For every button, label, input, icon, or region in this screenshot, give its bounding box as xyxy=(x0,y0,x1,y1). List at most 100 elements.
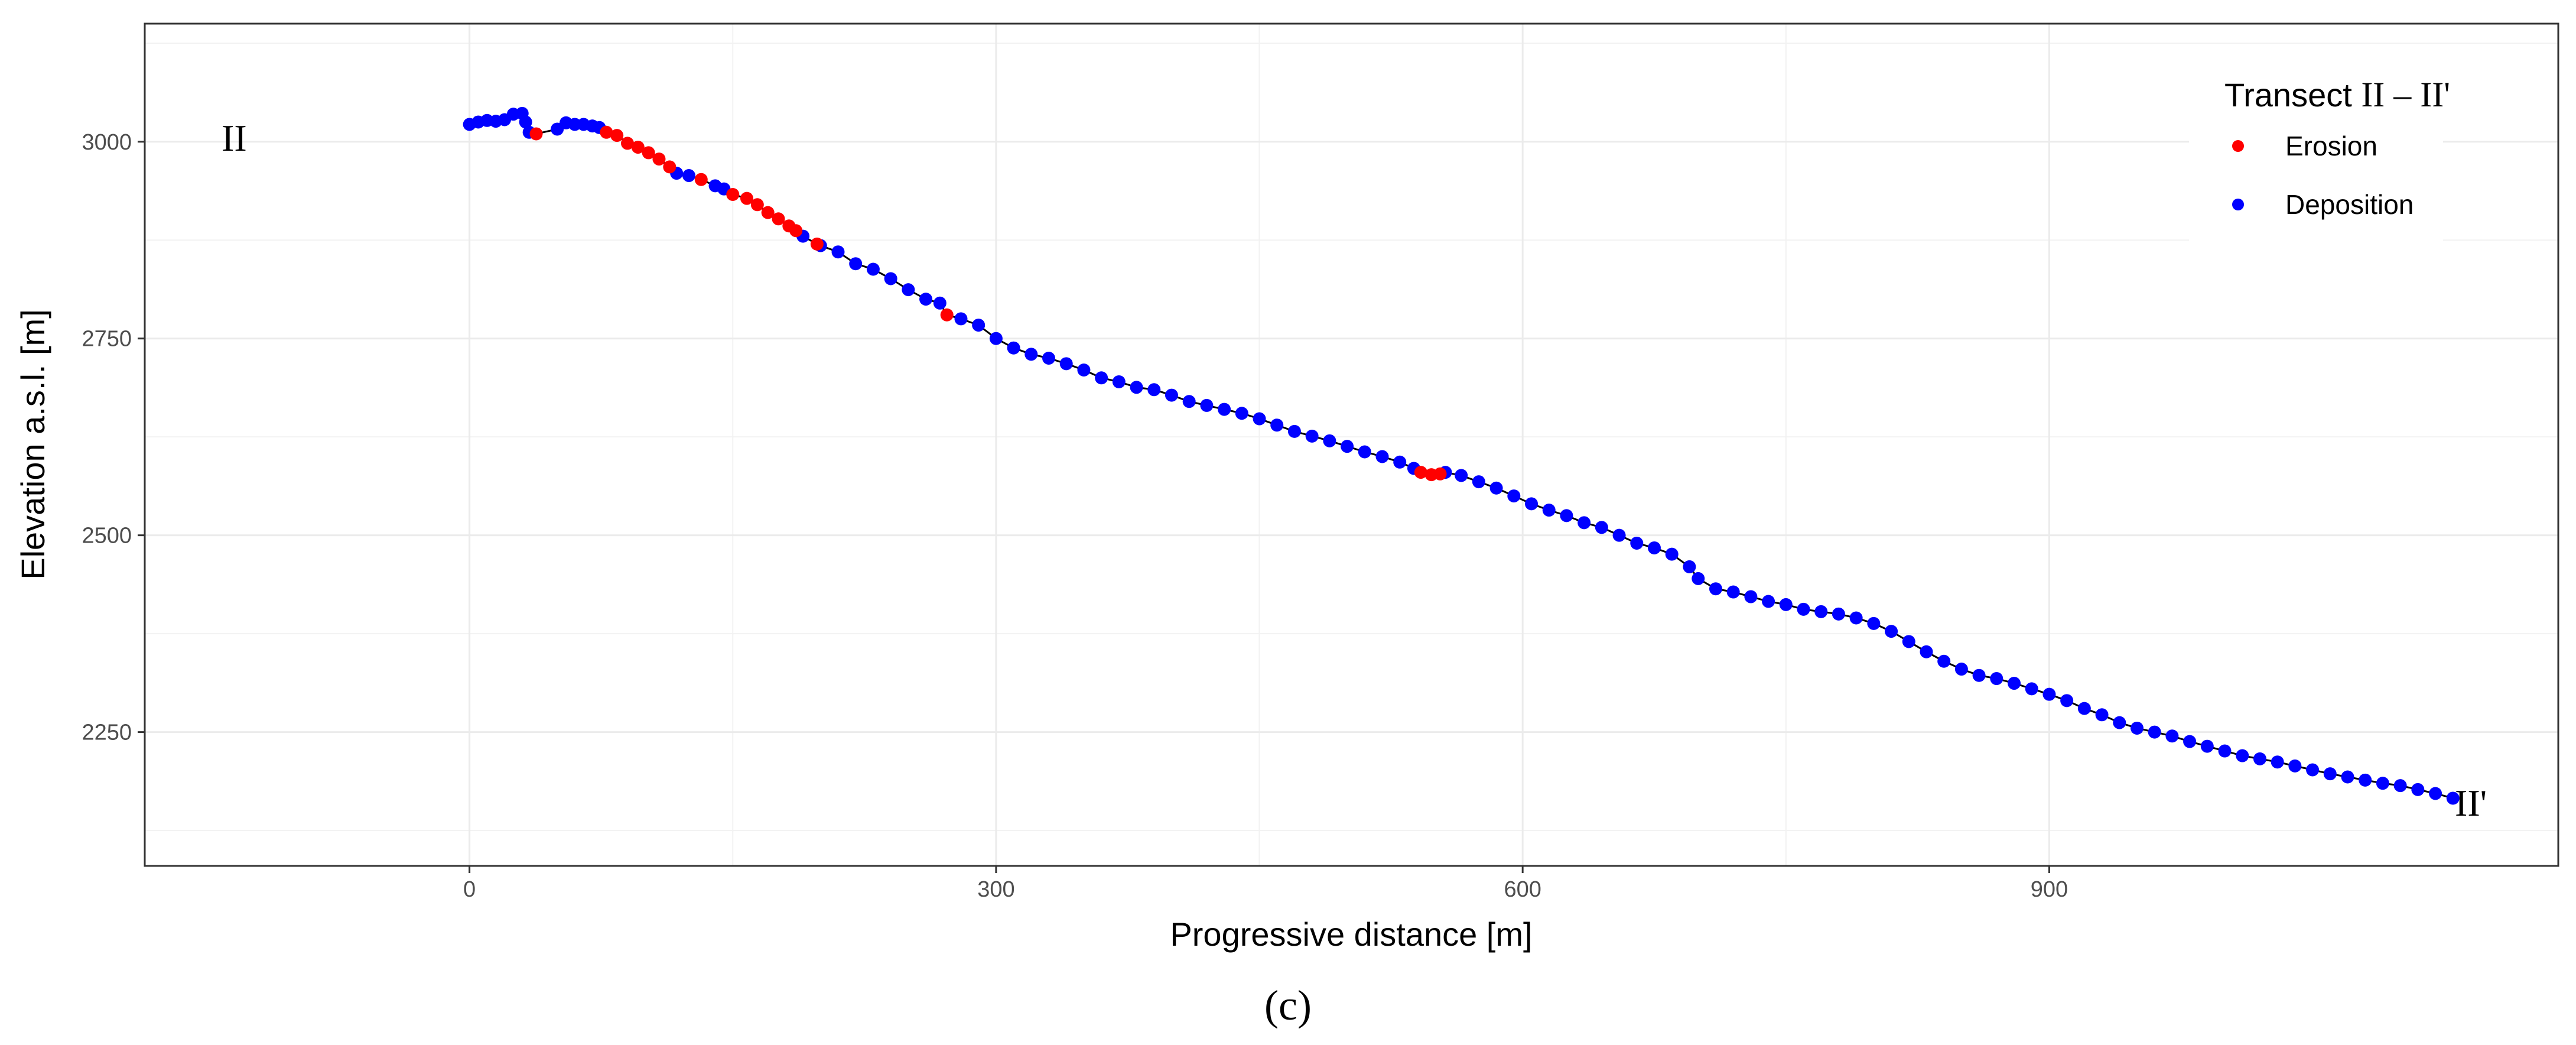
deposition-point xyxy=(1165,388,1178,402)
deposition-point xyxy=(1885,625,1898,638)
deposition-point xyxy=(1182,395,1196,408)
deposition-point xyxy=(2253,752,2266,765)
erosion-point xyxy=(529,127,543,141)
deposition-point xyxy=(1525,497,1539,511)
deposition-point xyxy=(933,296,947,310)
legend: Transect II – II' Erosion Deposition xyxy=(2189,59,2450,248)
deposition-point xyxy=(2042,687,2056,701)
deposition-point xyxy=(866,262,880,276)
y-axis-title: Elevation a.s.l. [m] xyxy=(14,309,51,580)
deposition-point xyxy=(1305,429,1319,443)
deposition-point xyxy=(1358,445,1371,459)
erosion-point xyxy=(631,141,645,154)
deposition-point xyxy=(1744,590,1758,603)
deposition-point xyxy=(2130,721,2144,735)
deposition-point xyxy=(1683,560,1696,573)
deposition-point xyxy=(1375,450,1389,463)
end-label: II' xyxy=(2455,782,2487,824)
deposition-point xyxy=(1990,672,2003,686)
deposition-point xyxy=(2271,755,2284,769)
y-tick-label: 2500 xyxy=(82,524,132,549)
deposition-point xyxy=(954,312,968,326)
deposition-point xyxy=(1849,611,1863,625)
deposition-point xyxy=(2218,744,2232,758)
deposition-point xyxy=(1200,398,1214,412)
deposition-point xyxy=(1647,541,1661,554)
deposition-point xyxy=(1147,383,1161,397)
deposition-point xyxy=(1560,509,1573,522)
erosion-point xyxy=(621,137,634,150)
x-axis-title: Progressive distance [m] xyxy=(1170,916,1532,953)
erosion-point xyxy=(726,187,740,201)
deposition-point xyxy=(972,319,985,332)
deposition-point xyxy=(1507,489,1521,503)
deposition-point xyxy=(2323,767,2337,781)
legend-erosion-label: Erosion xyxy=(2285,131,2377,161)
deposition-point xyxy=(1235,407,1248,420)
erosion-point xyxy=(772,212,785,226)
deposition-point xyxy=(1954,663,1968,676)
deposition-point xyxy=(2008,677,2021,690)
deposition-point xyxy=(2077,702,2091,715)
erosion-point xyxy=(663,160,676,174)
deposition-point xyxy=(2411,783,2425,796)
erosion-point xyxy=(600,125,613,139)
deposition-point xyxy=(1455,469,1468,482)
deposition-point xyxy=(1797,602,1810,616)
deposition-point xyxy=(919,293,933,306)
deposition-point xyxy=(2376,777,2389,790)
figure-caption: (c) xyxy=(1264,982,1312,1029)
series-deposition xyxy=(463,106,2460,805)
deposition-point xyxy=(1542,504,1556,517)
deposition-point xyxy=(2393,779,2407,793)
x-tick-label: 0 xyxy=(463,877,476,902)
legend-deposition-marker xyxy=(2232,199,2244,210)
deposition-point xyxy=(1077,363,1091,377)
deposition-point xyxy=(1095,371,1108,385)
deposition-point xyxy=(1630,536,1644,550)
x-tick-label: 900 xyxy=(2031,877,2068,902)
legend-deposition-label: Deposition xyxy=(2285,189,2414,220)
y-axis-ticks: 2250 2500 2750 3000 xyxy=(82,130,145,745)
deposition-point xyxy=(1902,635,1915,648)
legend-erosion-marker xyxy=(2232,140,2244,152)
deposition-point xyxy=(1007,341,1020,355)
deposition-point xyxy=(1042,352,1056,365)
deposition-point xyxy=(1059,357,1073,371)
deposition-point xyxy=(2341,770,2354,784)
deposition-point xyxy=(2183,735,2197,748)
deposition-point xyxy=(2060,694,2074,708)
deposition-point xyxy=(849,257,863,271)
deposition-point xyxy=(2165,729,2179,743)
erosion-point xyxy=(694,173,708,186)
deposition-point xyxy=(1218,403,1231,416)
plot-panel-border xyxy=(144,22,2559,867)
deposition-point xyxy=(1612,528,1626,542)
deposition-point xyxy=(1489,481,1503,495)
deposition-point xyxy=(2236,749,2249,762)
deposition-point xyxy=(1920,645,1933,658)
erosion-point xyxy=(761,206,775,219)
deposition-point xyxy=(2200,739,2214,753)
deposition-point xyxy=(1937,654,1951,668)
erosion-point xyxy=(750,198,764,212)
legend-title: Transect II – II' xyxy=(2224,75,2450,114)
deposition-point xyxy=(1972,668,1986,682)
erosion-point xyxy=(610,129,624,142)
deposition-point xyxy=(1595,521,1608,534)
deposition-point xyxy=(1341,440,1354,453)
deposition-point xyxy=(1726,585,1740,599)
data-points xyxy=(463,106,2460,805)
deposition-point xyxy=(1832,607,1845,621)
deposition-point xyxy=(2113,716,2126,729)
deposition-point xyxy=(1130,381,1143,394)
erosion-point xyxy=(740,192,754,205)
y-tick-label: 2750 xyxy=(82,327,132,352)
x-tick-label: 600 xyxy=(1504,877,1541,902)
legend-background xyxy=(2189,59,2443,248)
erosion-point xyxy=(940,308,954,322)
deposition-point xyxy=(1867,616,1881,630)
deposition-point xyxy=(1779,598,1793,611)
deposition-point xyxy=(1393,455,1407,469)
series-erosion xyxy=(529,125,1447,482)
